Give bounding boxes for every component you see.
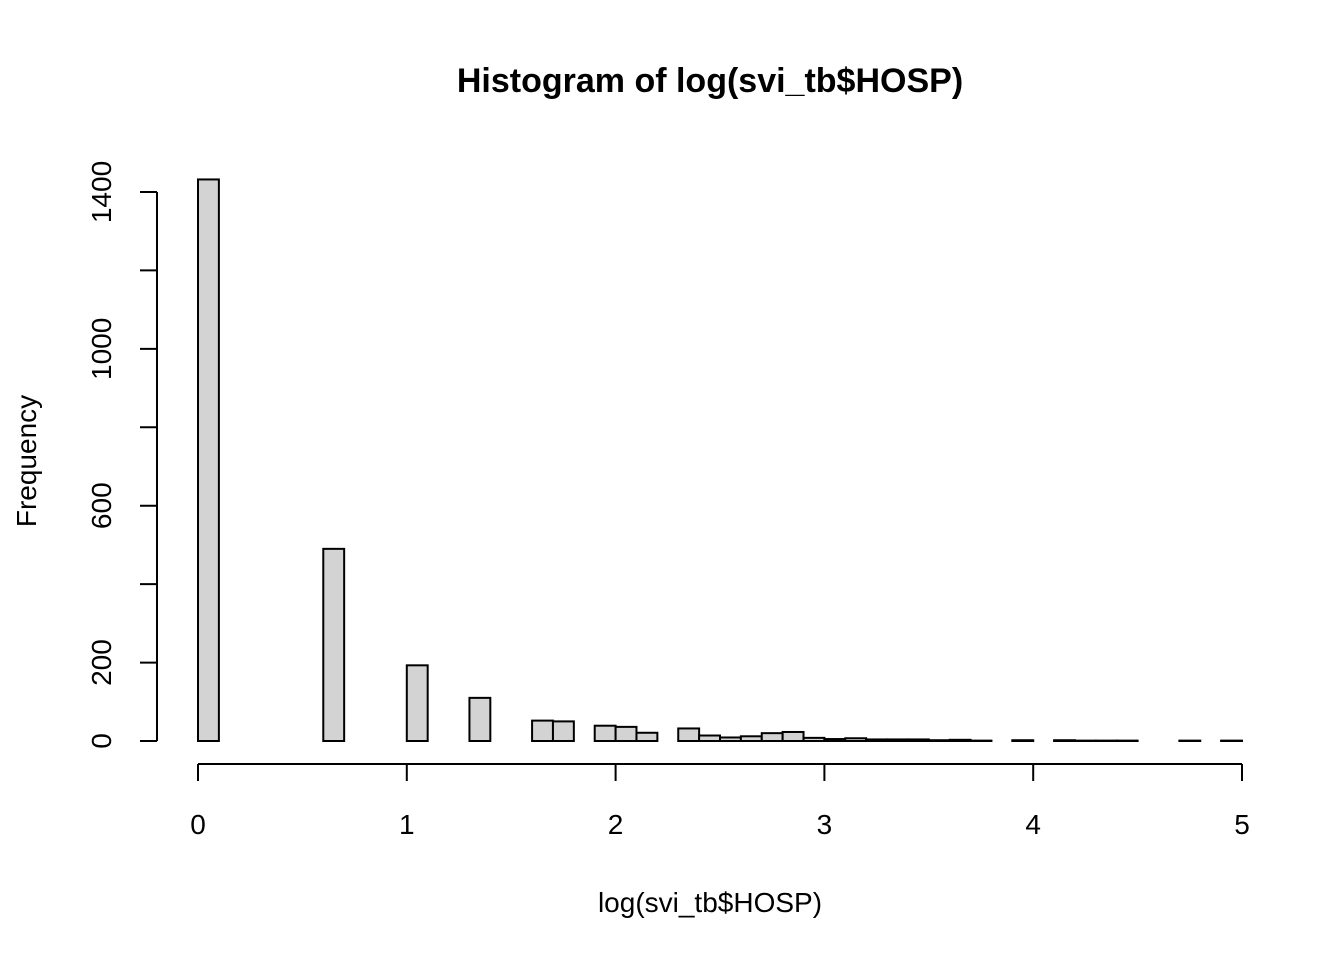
histogram-bar	[197, 178, 220, 742]
x-tick-label: 2	[608, 809, 624, 840]
histogram-bar	[322, 547, 346, 742]
x-tick-label: 5	[1234, 809, 1250, 840]
x-tick-label: 1	[399, 809, 415, 840]
histogram-bar	[635, 731, 659, 743]
histogram-bar	[593, 724, 617, 743]
histogram-bar	[468, 696, 492, 742]
histogram-bar	[823, 738, 847, 742]
histogram-bar	[405, 664, 429, 743]
histogram-bar	[844, 737, 868, 742]
histogram-bar	[1011, 739, 1035, 742]
histogram-bar	[948, 738, 972, 743]
x-axis-label: log(svi_tb$HOSP)	[598, 887, 822, 918]
y-tick-label: 1000	[86, 318, 117, 380]
x-tick-label: 4	[1025, 809, 1041, 840]
histogram-bar	[802, 736, 826, 742]
histogram-bar	[719, 736, 742, 742]
y-axis: 0 200 600 1000 1400	[86, 161, 158, 749]
histogram-bar	[781, 730, 805, 742]
histogram-bar	[551, 720, 575, 743]
histogram-bar	[865, 738, 889, 742]
y-tick-label: 0	[86, 733, 117, 749]
histogram-bar	[886, 738, 909, 742]
histogram-bar	[677, 727, 701, 743]
bars-group	[197, 178, 1243, 743]
histogram-bar	[906, 738, 930, 742]
chart-title: Histogram of log(svi_tb$HOSP)	[457, 62, 963, 100]
y-axis-label: Frequency	[11, 395, 42, 527]
x-axis: 0 1 2 3 4 5	[190, 763, 1250, 840]
histogram-bar	[739, 735, 763, 742]
histogram-bar	[614, 725, 638, 743]
histogram-bar	[927, 739, 951, 742]
histogram-bar	[1053, 739, 1076, 742]
y-tick-label: 1400	[86, 161, 117, 223]
histogram-bar	[760, 732, 784, 742]
histogram-bar	[531, 719, 554, 742]
y-tick-label: 200	[86, 639, 117, 686]
y-tick-label: 600	[86, 482, 117, 529]
x-tick-label: 0	[190, 809, 206, 840]
histogram-bar	[698, 734, 721, 743]
x-tick-label: 3	[817, 809, 833, 840]
